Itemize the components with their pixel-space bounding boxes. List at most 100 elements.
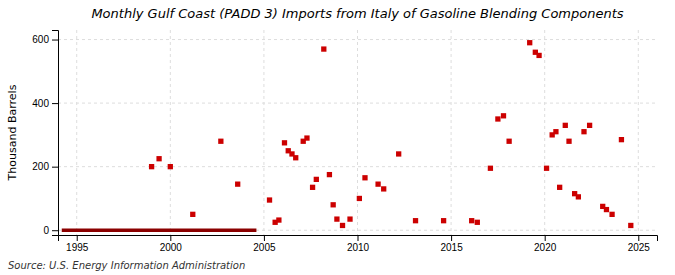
point	[544, 166, 549, 171]
point	[327, 172, 332, 177]
x-axis: 1995 2000 2005 2010 2015 2020 2025	[59, 235, 658, 253]
grid-line	[58, 39, 657, 40]
tick-label: 200	[32, 161, 49, 172]
point	[168, 164, 173, 169]
point	[581, 129, 586, 134]
axis-title: Thousand Barrels	[6, 84, 19, 181]
tick: 2000	[160, 235, 183, 253]
tick: 2015	[440, 235, 463, 253]
chart: 1995 2000 2005 2010 2015 2020 2025 0 200 400 600 Mo…	[0, 0, 675, 275]
line	[62, 228, 257, 232]
point	[501, 113, 506, 118]
point	[488, 166, 493, 171]
tick: 1995	[66, 235, 89, 253]
point	[604, 207, 609, 212]
point	[321, 46, 326, 51]
point	[563, 123, 568, 128]
point	[506, 139, 511, 144]
grid-line	[544, 30, 545, 235]
point	[334, 216, 339, 221]
point	[587, 123, 592, 128]
grid-line	[451, 30, 452, 235]
grid-line	[357, 30, 358, 235]
point	[381, 186, 386, 191]
tick-mark	[545, 235, 546, 241]
point	[469, 218, 474, 223]
point	[347, 216, 352, 221]
point	[218, 139, 223, 144]
point	[357, 196, 362, 201]
point	[628, 223, 633, 228]
tick-mark	[264, 235, 265, 241]
point	[314, 177, 319, 182]
point	[156, 156, 161, 161]
point	[190, 212, 195, 217]
tick-label: 400	[32, 98, 49, 109]
grid-line	[638, 30, 639, 235]
point	[282, 140, 287, 145]
point	[267, 197, 272, 202]
plot: 1995 2000 2005 2010 2015 2020 2025 0 200 400 600	[32, 30, 657, 253]
tick-label: 1995	[66, 242, 89, 253]
point	[375, 182, 380, 187]
point	[495, 116, 500, 121]
grid-line	[263, 30, 264, 235]
annotation: Source: U.S. Energy Information Administ…	[8, 260, 245, 271]
tick-mark	[638, 235, 639, 241]
point	[396, 151, 401, 156]
tick: 2005	[253, 235, 276, 253]
point	[475, 220, 480, 225]
marks	[62, 40, 634, 230]
tick-mark	[52, 230, 58, 231]
tick-label: 0	[43, 225, 49, 236]
grid-line	[76, 30, 77, 235]
tick-mark	[451, 235, 452, 241]
tick-label: 2020	[534, 242, 557, 253]
point	[557, 185, 562, 190]
tick-label: 2010	[347, 242, 370, 253]
tick: 2025	[628, 235, 651, 253]
point	[536, 53, 541, 58]
point	[310, 185, 315, 190]
tick: 2020	[534, 235, 557, 253]
point	[293, 155, 298, 160]
tick-label: 2025	[628, 242, 651, 253]
tick-mark	[52, 40, 58, 41]
point	[340, 223, 345, 228]
tick-label: 2015	[440, 242, 463, 253]
point	[413, 218, 418, 223]
point	[527, 40, 532, 45]
tick: 200	[32, 161, 58, 172]
point	[566, 139, 571, 144]
point	[276, 217, 281, 222]
y-axis: 0 200 400 600	[32, 31, 58, 236]
point	[553, 129, 558, 134]
grid-line	[170, 30, 171, 235]
tick: 400	[32, 98, 58, 109]
tick: 2010	[347, 235, 370, 253]
tick-label: 2005	[253, 242, 276, 253]
point	[576, 194, 581, 199]
tick-mark	[52, 103, 58, 104]
point	[619, 137, 624, 142]
tick-mark	[77, 235, 78, 241]
point	[235, 182, 240, 187]
point	[441, 218, 446, 223]
axis-line	[59, 236, 658, 242]
tick: 0	[43, 225, 58, 236]
point	[304, 135, 309, 140]
title: Monthly Gulf Coast (PADD 3) Imports from…	[91, 6, 623, 21]
tick-mark	[358, 235, 359, 241]
grid-line	[58, 166, 657, 167]
grid	[58, 30, 657, 235]
axis-line	[52, 31, 59, 236]
tick-mark	[170, 235, 171, 241]
point	[149, 164, 154, 169]
point	[362, 175, 367, 180]
tick-label: 2000	[160, 242, 183, 253]
tick-mark	[52, 167, 58, 168]
tick: 600	[32, 34, 58, 45]
point	[331, 202, 336, 207]
tick-label: 600	[32, 34, 49, 45]
point	[609, 212, 614, 217]
